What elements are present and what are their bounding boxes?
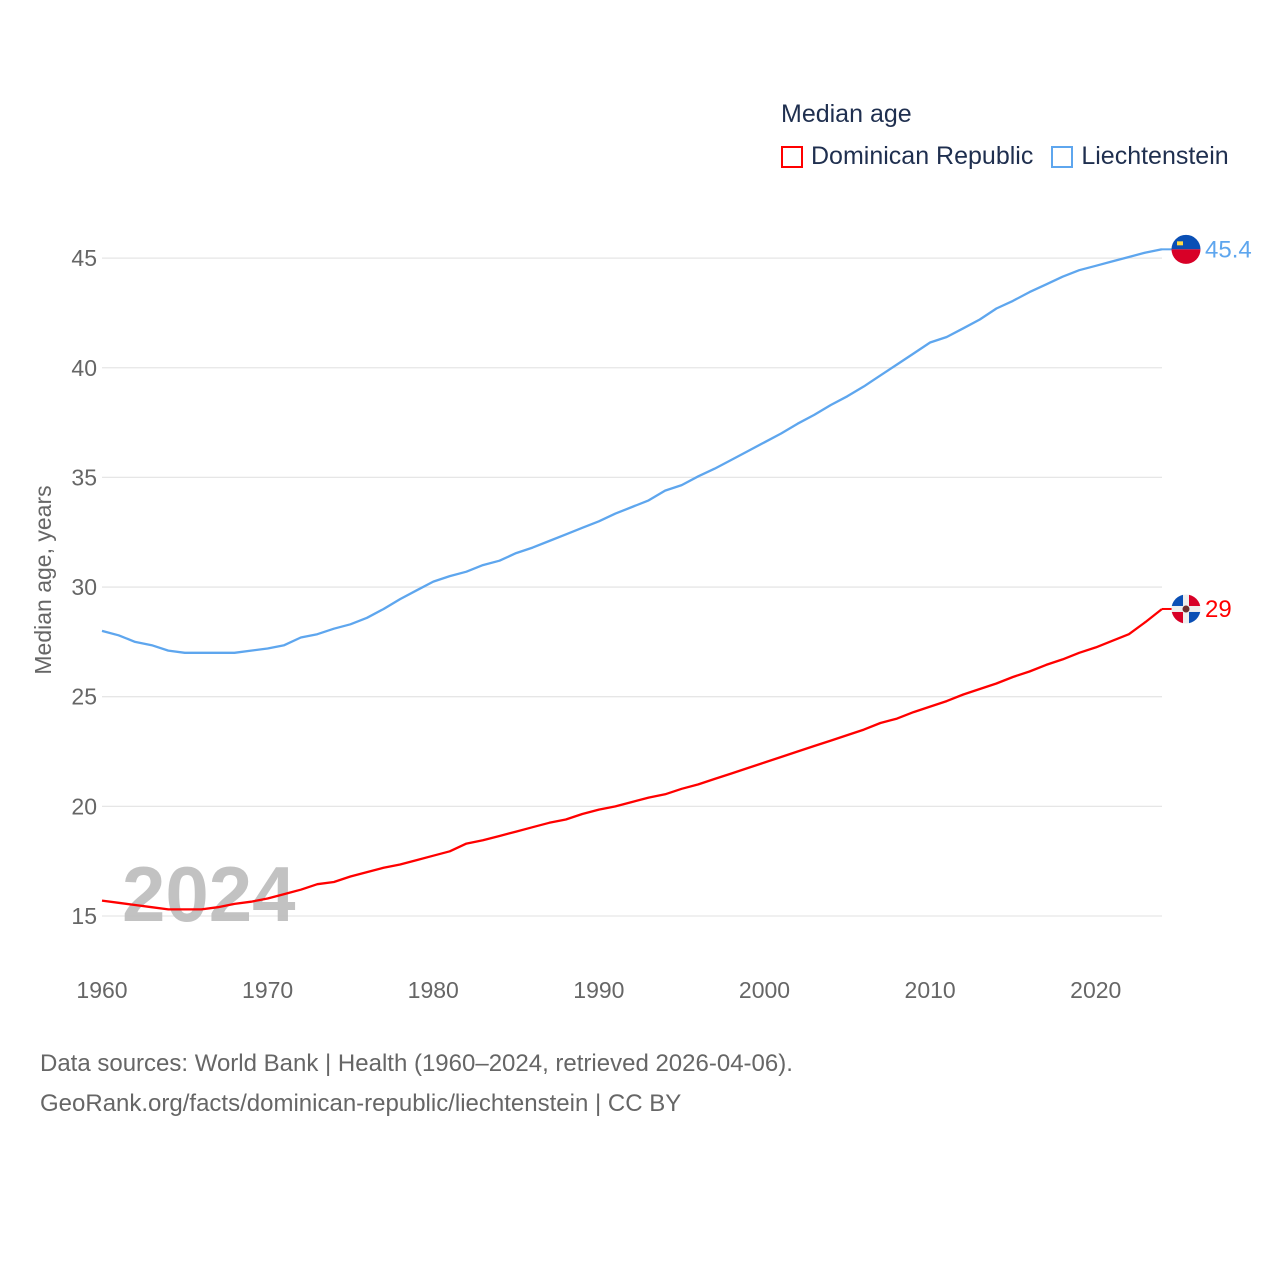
end-value-label: 29 [1205,596,1232,623]
source-link[interactable]: GeoRank.org/facts/dominican-republic/lie… [40,1090,682,1117]
legend-item-dominican-republic[interactable]: Dominican Republic [781,142,1033,171]
x-tick-label: 2010 [905,977,956,1003]
y-tick-label: 25 [71,684,97,710]
end-value-label: 45.4 [1205,236,1252,263]
year-watermark: 2024 [122,850,296,938]
y-axis-label: Median age, years [30,485,56,674]
y-tick-label: 40 [71,355,97,381]
x-tick-label: 2020 [1070,977,1121,1003]
series-line-dominican-republic [101,608,1163,911]
legend-label: Liechtenstein [1081,142,1229,170]
y-tick-label: 35 [71,464,97,490]
legend-title: Median age [781,100,912,128]
legend-item-liechtenstein[interactable]: Liechtenstein [1051,142,1229,171]
legend-swatch [1051,145,1074,168]
series-line-liechtenstein [101,248,1163,654]
x-tick-label: 2000 [739,977,790,1003]
legend-label: Dominican Republic [811,142,1034,170]
dominican-republic-flag-icon [1171,594,1201,624]
y-tick-label: 45 [71,245,97,271]
legend-swatch [781,145,803,168]
x-tick-label: 1960 [76,977,127,1003]
legend: Dominican Republic Liechtenstein [781,142,1247,171]
source-note: Data sources: World Bank | Health (1960–… [40,1044,793,1124]
x-tick-label: 1980 [408,977,459,1003]
y-tick-label: 15 [71,903,97,929]
y-tick-label: 20 [71,793,97,819]
y-tick-label: 30 [71,574,97,600]
x-tick-label: 1990 [573,977,624,1003]
liechtenstein-flag-icon [1171,234,1201,264]
x-tick-label: 1970 [242,977,293,1003]
source-line: Data sources: World Bank | Health (1960–… [40,1050,793,1077]
